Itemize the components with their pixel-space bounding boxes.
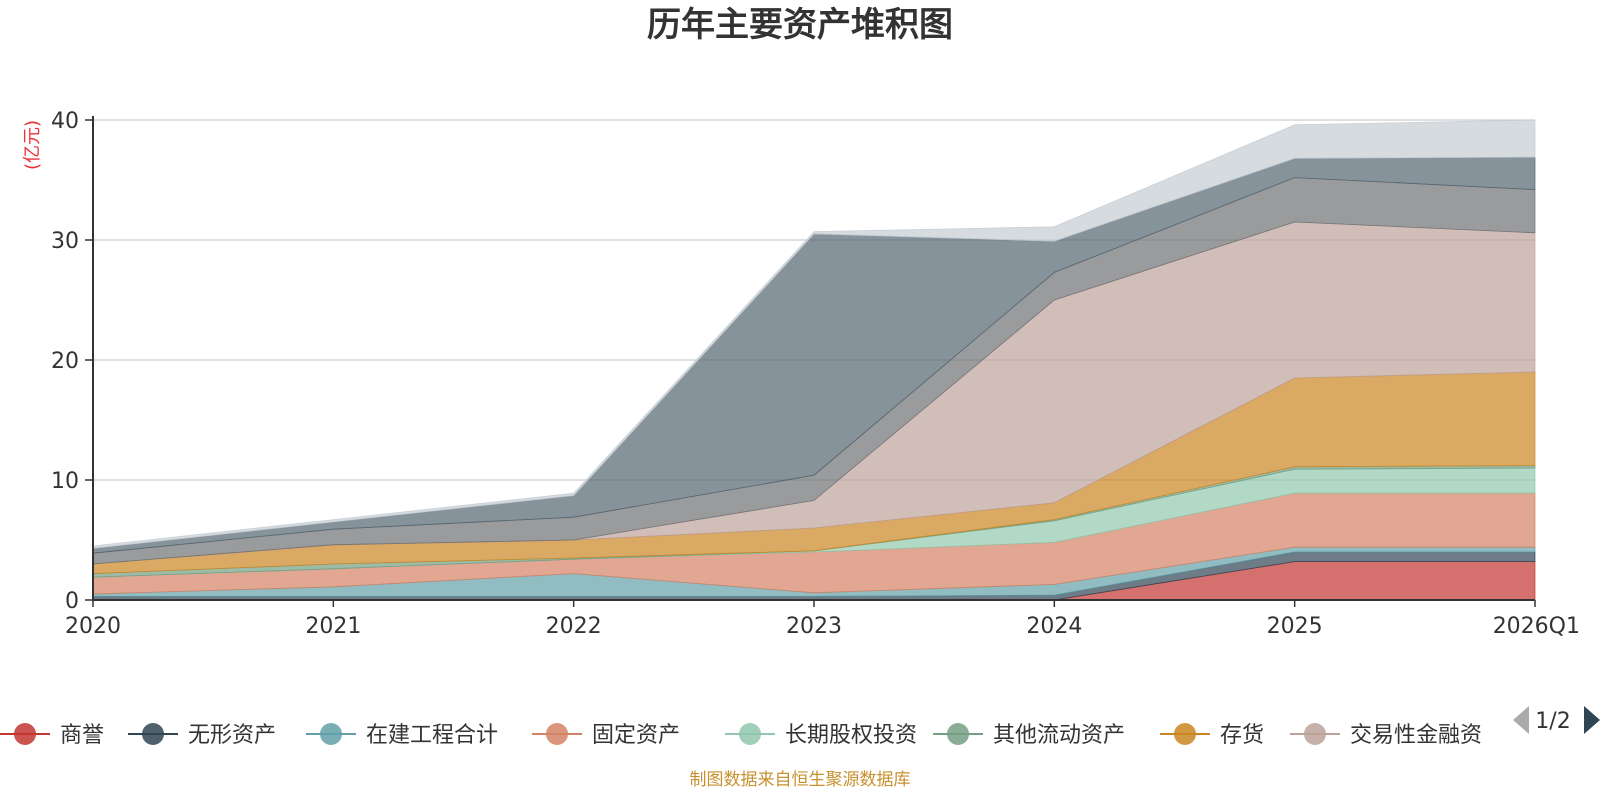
legend-marker-2 bbox=[320, 723, 342, 745]
y-axis-unit-label: (亿元) bbox=[22, 120, 43, 170]
legend-marker-7 bbox=[1304, 723, 1326, 745]
area-series-10[interactable] bbox=[92, 119, 1536, 549]
y-tick-label-2: 20 bbox=[51, 349, 79, 374]
legend-item-5[interactable]: 其他流动资产 bbox=[933, 723, 1125, 748]
x-tick-label-2: 2022 bbox=[546, 614, 602, 639]
y-tick-label-1: 10 bbox=[51, 469, 79, 494]
legend-prev-arrow-icon[interactable] bbox=[1513, 706, 1529, 734]
legend-marker-6 bbox=[1174, 723, 1196, 745]
legend-label-6: 存货 bbox=[1220, 723, 1264, 748]
legend-label-1: 无形资产 bbox=[188, 723, 276, 748]
y-tick-label-0: 0 bbox=[65, 589, 79, 614]
source-note: 制图数据来自恒生聚源数据库 bbox=[690, 770, 911, 790]
legend-label-7: 交易性金融资 bbox=[1350, 723, 1482, 748]
y-tick-label-4: 40 bbox=[51, 109, 79, 134]
legend-pager: 1/2 bbox=[1513, 706, 1600, 734]
legend-item-2[interactable]: 在建工程合计 bbox=[306, 723, 498, 748]
legend-label-3: 固定资产 bbox=[592, 723, 680, 748]
x-tick-label-4: 2024 bbox=[1026, 614, 1082, 639]
legend-item-6[interactable]: 存货 bbox=[1160, 723, 1264, 748]
y-tick-label-3: 30 bbox=[51, 229, 79, 254]
legend-item-0[interactable]: 商誉 bbox=[0, 723, 104, 748]
legend-label-0: 商誉 bbox=[60, 723, 104, 748]
area-series-group bbox=[92, 119, 1536, 601]
legend-label-2: 在建工程合计 bbox=[366, 723, 498, 748]
legend: 商誉 无形资产 在建工程合计 固定资产 长期股权投资 其他流动资产 存货 交易性金融资 bbox=[0, 723, 1482, 748]
legend-marker-4 bbox=[739, 723, 761, 745]
legend-item-4[interactable]: 长期股权投资 bbox=[725, 723, 917, 748]
legend-label-4: 长期股权投资 bbox=[785, 723, 917, 748]
legend-item-7[interactable]: 交易性金融资 bbox=[1290, 723, 1482, 748]
x-tick-label-5: 2025 bbox=[1267, 614, 1323, 639]
x-tick-label-0: 2020 bbox=[65, 614, 121, 639]
legend-item-3[interactable]: 固定资产 bbox=[532, 723, 680, 748]
x-axis-ticks: 2020 2021 2022 2023 2024 2025 2026Q1 bbox=[65, 600, 1580, 639]
y-axis-ticks: 0 10 20 30 40 bbox=[51, 109, 93, 614]
legend-next-arrow-icon[interactable] bbox=[1584, 706, 1600, 734]
chart-title: 历年主要资产堆积图 bbox=[647, 5, 953, 45]
legend-marker-5 bbox=[947, 723, 969, 745]
legend-page-indicator: 1/2 bbox=[1535, 709, 1570, 734]
x-tick-label-6: 2026Q1 bbox=[1493, 614, 1580, 639]
legend-marker-1 bbox=[142, 723, 164, 745]
legend-marker-3 bbox=[546, 723, 568, 745]
x-tick-label-1: 2021 bbox=[305, 614, 361, 639]
legend-marker-0 bbox=[14, 723, 36, 745]
x-tick-label-3: 2023 bbox=[786, 614, 842, 639]
legend-item-1[interactable]: 无形资产 bbox=[128, 723, 276, 748]
legend-label-5: 其他流动资产 bbox=[993, 723, 1125, 748]
